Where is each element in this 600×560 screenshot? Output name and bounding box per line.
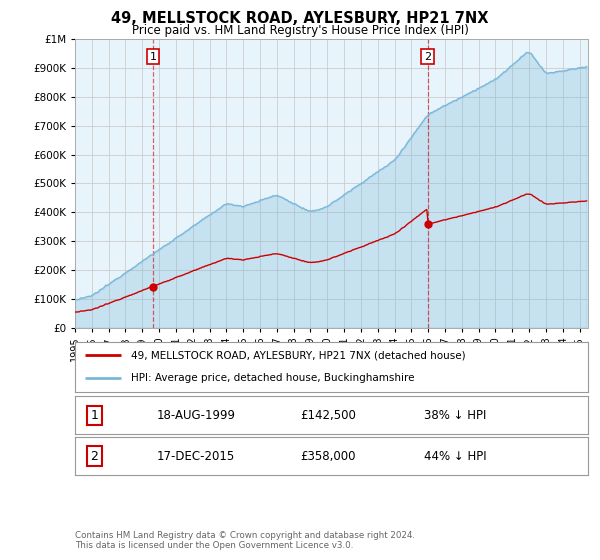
Text: 49, MELLSTOCK ROAD, AYLESBURY, HP21 7NX (detached house): 49, MELLSTOCK ROAD, AYLESBURY, HP21 7NX … [131,350,466,360]
Text: Price paid vs. HM Land Registry's House Price Index (HPI): Price paid vs. HM Land Registry's House … [131,24,469,36]
Text: 18-AUG-1999: 18-AUG-1999 [157,409,236,422]
Text: 2: 2 [91,450,98,463]
Text: Contains HM Land Registry data © Crown copyright and database right 2024.
This d: Contains HM Land Registry data © Crown c… [75,531,415,550]
Text: HPI: Average price, detached house, Buckinghamshire: HPI: Average price, detached house, Buck… [131,374,415,384]
Text: 17-DEC-2015: 17-DEC-2015 [157,450,235,463]
Text: £142,500: £142,500 [301,409,356,422]
Text: 1: 1 [91,409,98,422]
Text: 2: 2 [424,52,431,62]
Text: 49, MELLSTOCK ROAD, AYLESBURY, HP21 7NX: 49, MELLSTOCK ROAD, AYLESBURY, HP21 7NX [111,11,489,26]
Text: 44% ↓ HPI: 44% ↓ HPI [424,450,487,463]
Text: 38% ↓ HPI: 38% ↓ HPI [424,409,486,422]
Text: £358,000: £358,000 [301,450,356,463]
Text: 1: 1 [149,52,157,62]
